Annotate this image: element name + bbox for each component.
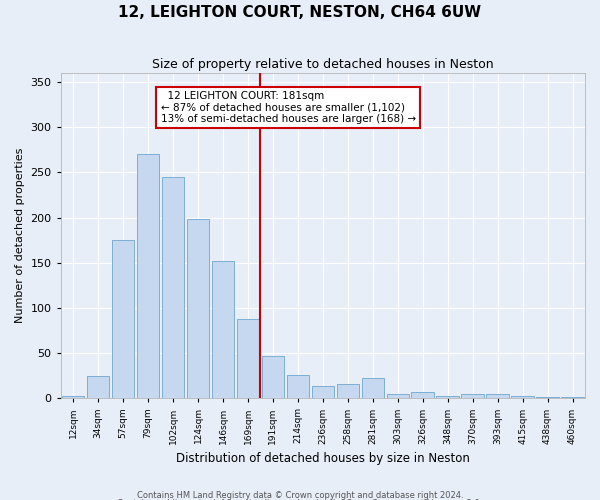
Bar — [112, 240, 134, 398]
Text: 12, LEIGHTON COURT, NESTON, CH64 6UW: 12, LEIGHTON COURT, NESTON, CH64 6UW — [118, 5, 482, 20]
Bar — [412, 392, 434, 398]
Title: Size of property relative to detached houses in Neston: Size of property relative to detached ho… — [152, 58, 494, 70]
Bar — [487, 394, 509, 398]
Text: 12 LEIGHTON COURT: 181sqm
← 87% of detached houses are smaller (1,102)
13% of se: 12 LEIGHTON COURT: 181sqm ← 87% of detac… — [161, 91, 416, 124]
Bar — [287, 375, 309, 398]
Bar — [62, 396, 85, 398]
Bar — [87, 376, 109, 398]
Text: Contains HM Land Registry data © Crown copyright and database right 2024.: Contains HM Land Registry data © Crown c… — [137, 490, 463, 500]
Bar — [461, 394, 484, 398]
Bar — [436, 396, 459, 398]
Bar — [337, 384, 359, 398]
Bar — [262, 356, 284, 399]
Bar — [386, 394, 409, 398]
Bar — [511, 396, 534, 398]
Bar — [162, 177, 184, 398]
Bar — [187, 220, 209, 398]
Y-axis label: Number of detached properties: Number of detached properties — [15, 148, 25, 324]
Bar — [311, 386, 334, 398]
Bar — [362, 378, 384, 398]
Bar — [137, 154, 160, 398]
Bar — [212, 261, 234, 398]
X-axis label: Distribution of detached houses by size in Neston: Distribution of detached houses by size … — [176, 452, 470, 465]
Bar — [237, 319, 259, 398]
